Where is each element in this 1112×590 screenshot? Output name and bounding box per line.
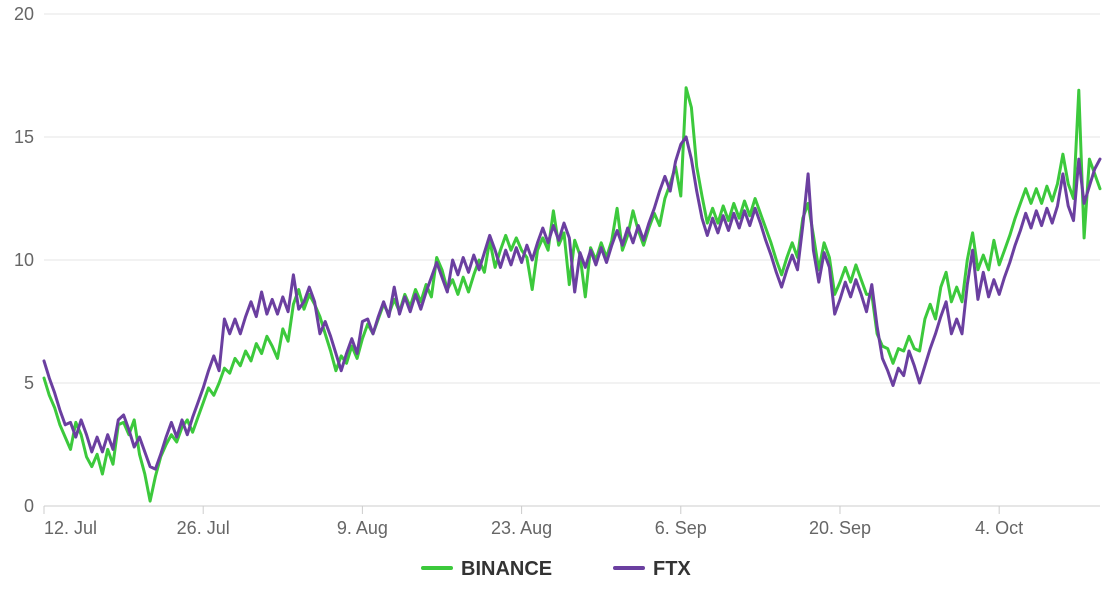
- x-tick-label: 20. Sep: [809, 518, 871, 538]
- chart-svg: 0 5 10 15 20 12. Jul 26. Jul 9. Aug 23. Aug 6. Se…: [0, 0, 1112, 590]
- x-tick-label: 23. Aug: [491, 518, 552, 538]
- x-tick-label: 12. Jul: [44, 518, 97, 538]
- series-line-ftx: [44, 137, 1100, 469]
- x-tick-label: 26. Jul: [177, 518, 230, 538]
- x-tick-label: 6. Sep: [655, 518, 707, 538]
- legend-label-ftx: FTX: [653, 558, 691, 580]
- y-tick-label: 10: [14, 250, 34, 270]
- y-tick-label: 20: [14, 4, 34, 24]
- y-tick-label: 0: [24, 496, 34, 516]
- y-tick-label: 15: [14, 127, 34, 147]
- x-tick-label: 9. Aug: [337, 518, 388, 538]
- series-line-binance: [44, 88, 1100, 501]
- legend-label-binance: BINANCE: [461, 558, 552, 580]
- y-tick-label: 5: [24, 373, 34, 393]
- line-chart: 0 5 10 15 20 12. Jul 26. Jul 9. Aug 23. Aug 6. Se…: [0, 0, 1112, 590]
- x-tick-label: 4. Oct: [975, 518, 1023, 538]
